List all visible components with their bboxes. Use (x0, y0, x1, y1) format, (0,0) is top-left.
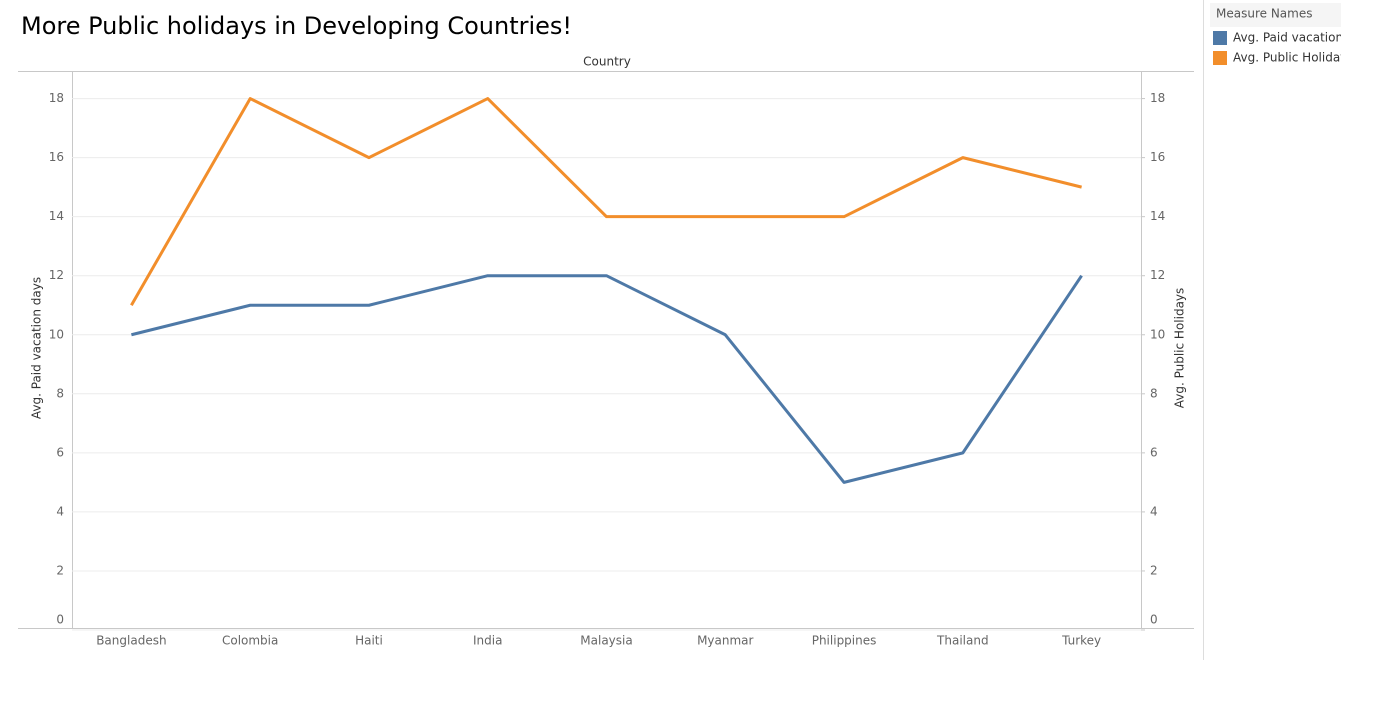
legend-header (1210, 3, 1341, 27)
legend-swatch (1213, 31, 1227, 45)
y2-axis-title: Avg. Public Holidays (1173, 288, 1187, 409)
y-tick-label: 6 (56, 445, 64, 459)
legend-label: Avg. Public Holidays (1233, 51, 1354, 65)
series-line (130, 97, 1082, 306)
x-tick-label: Myanmar (697, 634, 753, 648)
x-tick-label: Philippines (812, 634, 877, 648)
y-axis-title: Avg. Paid vacation days (30, 277, 44, 419)
x-tick-label: Bangladesh (96, 634, 166, 648)
x-tick-label: Turkey (1061, 634, 1101, 648)
x-header: Country (583, 55, 631, 69)
series-line (131, 274, 1083, 484)
chart-title: More Public holidays in Developing Count… (21, 12, 572, 40)
legend[interactable]: Avg. Paid vacation days Avg. Public Holid… (1213, 31, 1375, 66)
y-tick-label: 2 (56, 563, 64, 577)
y-tick-label: 10 (49, 327, 64, 341)
y2-tick-label: 16 (1150, 150, 1165, 164)
grid (72, 98, 1141, 631)
x-tick-label: Thailand (936, 634, 989, 648)
y-tick-label: 14 (49, 209, 64, 223)
x-tick-label: Haiti (355, 634, 383, 648)
y2-tick-label: 14 (1150, 209, 1165, 223)
y2-tick-label: 4 (1150, 504, 1158, 518)
y-tick-label: 12 (49, 268, 64, 282)
y2-tick-label: 18 (1150, 91, 1165, 105)
x-tick-label: Malaysia (580, 634, 632, 648)
y-tick-label: 16 (49, 150, 64, 164)
y-tick-label: 18 (49, 91, 64, 105)
y-tick-label: 0 (56, 613, 64, 627)
legend-title: Measure Names (1216, 7, 1312, 21)
y2-tick-label: 0 (1150, 613, 1158, 627)
y2-tick-label: 6 (1150, 445, 1158, 459)
y2-tick-label: 10 (1150, 327, 1165, 341)
y-tick-label: 4 (56, 504, 64, 518)
legend-label: Avg. Paid vacation days (1233, 31, 1375, 45)
legend-swatch (1213, 51, 1227, 65)
y2-tick-label: 12 (1150, 268, 1165, 282)
y-tick-label: 8 (56, 386, 64, 400)
y2-tick-label: 8 (1150, 386, 1158, 400)
y2-tick-label: 2 (1150, 563, 1158, 577)
x-tick-label: Colombia (222, 634, 278, 648)
x-tick-label: India (473, 634, 502, 648)
